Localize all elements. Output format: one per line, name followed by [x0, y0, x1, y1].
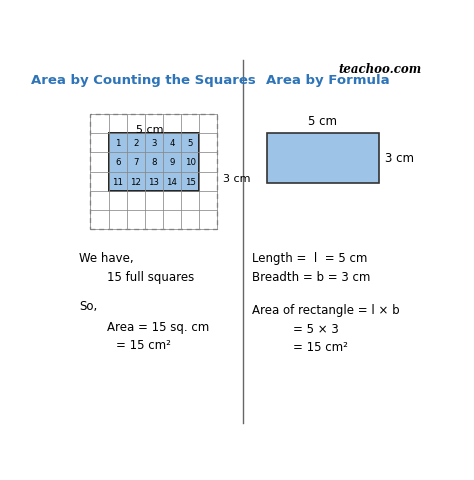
Text: 3: 3	[151, 139, 156, 148]
Bar	[145, 172, 163, 191]
Bar	[267, 133, 379, 183]
Text: We have,: We have,	[80, 252, 134, 264]
Text: 15 full squares: 15 full squares	[107, 270, 194, 283]
Text: 2: 2	[133, 139, 138, 148]
Text: = 15 cm²: = 15 cm²	[116, 338, 171, 351]
Text: 1: 1	[115, 139, 120, 148]
Text: Area = 15 sq. cm: Area = 15 sq. cm	[107, 320, 209, 333]
Text: 10: 10	[184, 158, 196, 167]
Bar	[109, 134, 199, 191]
Bar	[91, 115, 217, 229]
Text: teachoo.com: teachoo.com	[338, 63, 421, 76]
Text: 9: 9	[169, 158, 174, 167]
Bar	[163, 172, 181, 191]
Bar	[145, 134, 163, 153]
Text: 11: 11	[112, 177, 123, 186]
Text: Length =  l  = 5 cm: Length = l = 5 cm	[252, 252, 367, 264]
Text: 3 cm: 3 cm	[223, 173, 250, 183]
Bar	[127, 153, 145, 172]
Bar	[181, 134, 199, 153]
Text: 14: 14	[166, 177, 177, 186]
Text: Breadth = b = 3 cm: Breadth = b = 3 cm	[252, 270, 371, 283]
Text: 15: 15	[184, 177, 196, 186]
Text: = 5 × 3: = 5 × 3	[292, 322, 338, 335]
Text: 3 cm: 3 cm	[385, 152, 414, 165]
Text: 4: 4	[169, 139, 175, 148]
Bar	[181, 153, 199, 172]
Bar	[109, 172, 127, 191]
Bar	[163, 153, 181, 172]
Text: 6: 6	[115, 158, 120, 167]
Bar	[109, 134, 127, 153]
Text: 12: 12	[130, 177, 141, 186]
Text: 7: 7	[133, 158, 138, 167]
Bar	[181, 172, 199, 191]
Bar	[109, 153, 127, 172]
Bar	[163, 134, 181, 153]
Text: So,: So,	[80, 300, 98, 312]
Bar	[145, 153, 163, 172]
Bar	[127, 172, 145, 191]
Text: 5 cm: 5 cm	[136, 125, 163, 135]
Text: Area by Formula: Area by Formula	[265, 74, 389, 87]
Text: 5 cm: 5 cm	[308, 115, 337, 128]
Text: 8: 8	[151, 158, 156, 167]
Text: Area by Counting the Squares: Area by Counting the Squares	[31, 74, 256, 87]
Text: 5: 5	[187, 139, 193, 148]
Text: 13: 13	[148, 177, 159, 186]
Text: = 15 cm²: = 15 cm²	[292, 340, 347, 353]
Bar	[127, 134, 145, 153]
Text: Area of rectangle = l × b: Area of rectangle = l × b	[252, 303, 400, 316]
